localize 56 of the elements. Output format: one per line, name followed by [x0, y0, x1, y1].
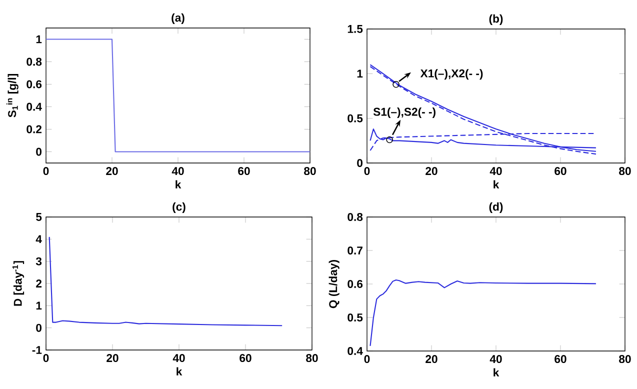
y-tick-label: 2 [36, 280, 42, 288]
x-axis-title: k [494, 368, 500, 376]
y-tick-label: 0.8 [348, 212, 363, 222]
y-tick-label: 0.4 [348, 346, 363, 355]
y-tick-label: 0.5 [348, 313, 363, 322]
y-tick-label: 1.5 [348, 25, 363, 33]
x-tick-label: 80 [619, 355, 631, 364]
y-tick-label: 0.8 [26, 58, 42, 66]
x-tick-label: 0 [43, 167, 49, 176]
chart-title: (b) [489, 14, 503, 25]
y-tick-label: 0.2 [26, 125, 42, 134]
y-axis-title: S$_{1}$$^{in}$ [g/l] [6, 74, 18, 118]
y-tick-label: 0.6 [348, 280, 363, 288]
x-tick-label: 60 [554, 167, 566, 176]
x-tick-label: 0 [364, 355, 370, 364]
y-axis-title: D [day$^{-1}$] [12, 261, 24, 306]
x-tick-label: 80 [304, 167, 316, 176]
x-tick-label: 40 [490, 167, 502, 176]
x-axis-title: k [176, 367, 182, 376]
y-tick-label: 4 [36, 235, 42, 244]
x-tick-label: 80 [619, 167, 631, 176]
y-tick-label: 3 [36, 257, 42, 266]
x-tick-label: 0 [364, 167, 370, 176]
annotation: X1(–),X2(- -) [420, 69, 483, 80]
x-tick-label: 40 [172, 354, 185, 362]
chart-title: (d) [489, 202, 503, 213]
x-tick-label: 20 [426, 355, 438, 364]
y-tick-label: 0 [36, 324, 42, 332]
y-tick-label: 5 [36, 213, 42, 221]
y-tick-label: 1 [36, 302, 42, 310]
x-tick-label: 80 [306, 354, 318, 362]
y-tick-label: -1 [32, 346, 42, 354]
x-tick-label: 0 [43, 354, 49, 362]
x-tick-label: 60 [240, 354, 252, 362]
chart-title: (a) [172, 13, 184, 24]
line-series [48, 236, 283, 326]
y-tick-label: 0 [357, 158, 362, 167]
annotation: S1(–),S2(- -) [373, 107, 436, 118]
y-tick-label: 0 [36, 148, 42, 156]
x-axis-title: k [176, 180, 182, 188]
x-axis-title: k [494, 180, 500, 188]
y-tick-label: 0.5 [348, 114, 363, 122]
x-tick-label: 20 [106, 167, 118, 176]
y-axis-title: Q (L/day) [328, 260, 340, 308]
x-tick-label: 40 [490, 355, 502, 364]
x-tick-label: 60 [554, 355, 566, 364]
y-tick-label: 1 [36, 35, 42, 44]
y-tick-label: 0.4 [26, 102, 42, 111]
x-tick-label: 40 [172, 167, 184, 176]
y-tick-label: 0.6 [26, 80, 42, 88]
x-tick-label: 20 [426, 167, 438, 176]
y-tick-label: 0.7 [348, 246, 362, 254]
x-tick-label: 20 [106, 354, 118, 362]
x-tick-label: 60 [238, 167, 250, 176]
y-tick-label: 1 [357, 70, 363, 78]
chart-title: (c) [172, 202, 186, 213]
